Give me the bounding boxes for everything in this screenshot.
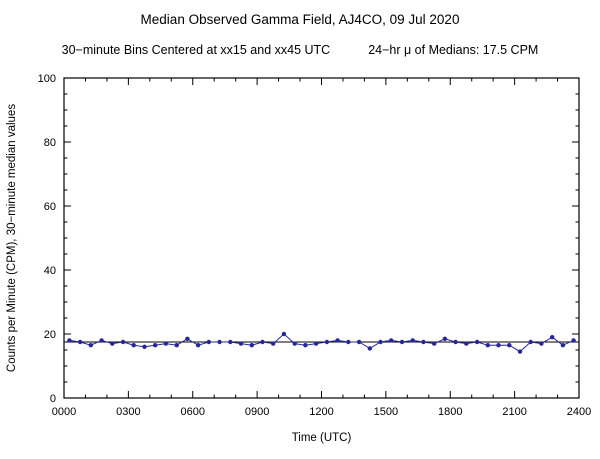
data-point [517,349,523,354]
data-point [153,343,158,348]
data-point [228,339,233,345]
data-point [421,339,426,345]
data-point [206,339,211,345]
data-point [571,338,576,343]
x-tick-label: 0300 [116,406,140,418]
data-point [453,339,458,345]
data-point [271,341,276,346]
y-tick-label: 80 [44,137,56,149]
data-point [260,339,265,345]
x-axis-title: Time (UTC) [292,432,352,444]
data-point [507,343,512,348]
data-point [346,339,351,345]
data-point [313,341,319,346]
data-point [238,341,244,346]
data-series-line [69,333,574,353]
data-point [496,343,501,348]
data-point [442,336,448,341]
chart-frame [63,77,580,399]
data-point [335,338,340,343]
data-point [185,336,190,341]
data-point [174,343,179,348]
y-tick-label: 0 [50,393,56,405]
chart-title: Median Observed Gamma Field, AJ4CO, 09 J… [140,12,460,27]
data-point [292,341,297,346]
subtitle-bins-note: 30−minute Bins Centered at xx15 and xx45… [61,43,331,57]
data-point [389,338,394,343]
data-point [99,338,104,343]
data-point [281,331,287,337]
data-point [539,341,544,346]
x-tick-label: 0900 [245,406,269,418]
data-point [110,341,115,346]
data-point [485,343,490,348]
x-tick-label: 2100 [502,406,526,418]
chart-subtitle: 30−minute Bins Centered at xx15 and xx45… [0,42,600,58]
data-point [474,339,480,345]
data-point [324,339,330,345]
data-point [367,346,372,351]
data-point [217,339,222,345]
data-point [378,339,383,345]
data-point [163,341,169,346]
x-tick-label: 1200 [309,406,333,418]
data-point [410,338,415,343]
data-point [432,341,437,346]
data-point [464,341,469,346]
data-point [67,338,72,343]
y-tick-label: 100 [38,73,56,85]
x-tick-label: 2400 [567,406,591,418]
data-point [560,343,566,348]
x-tick-label: 1800 [438,406,462,418]
y-tick-label: 20 [44,329,56,341]
x-tick-label: 0000 [52,406,76,418]
data-point [550,335,555,340]
subtitle-mean-value: 24−hr μ of Medians: 17.5 CPM [368,43,539,57]
data-point [399,339,405,345]
y-axis-title: Counts per Minute (CPM), 30−minute media… [6,104,18,372]
x-tick-label: 0600 [181,406,205,418]
data-point [120,339,126,345]
data-point [249,343,254,348]
gamma-line-chart: 0000 0300 0600 0900 1200 1500 1800 2100 2400 0 20 4… [6,73,591,444]
y-tick-label: 60 [44,201,56,213]
data-point [88,343,94,348]
x-tick-label: 1500 [374,406,398,418]
y-tick-label: 40 [44,265,56,277]
data-point [77,339,83,345]
data-point [131,343,136,348]
data-point [195,343,201,348]
data-point [303,343,308,348]
data-point [356,339,362,345]
data-point [528,339,533,345]
data-point [142,344,147,349]
